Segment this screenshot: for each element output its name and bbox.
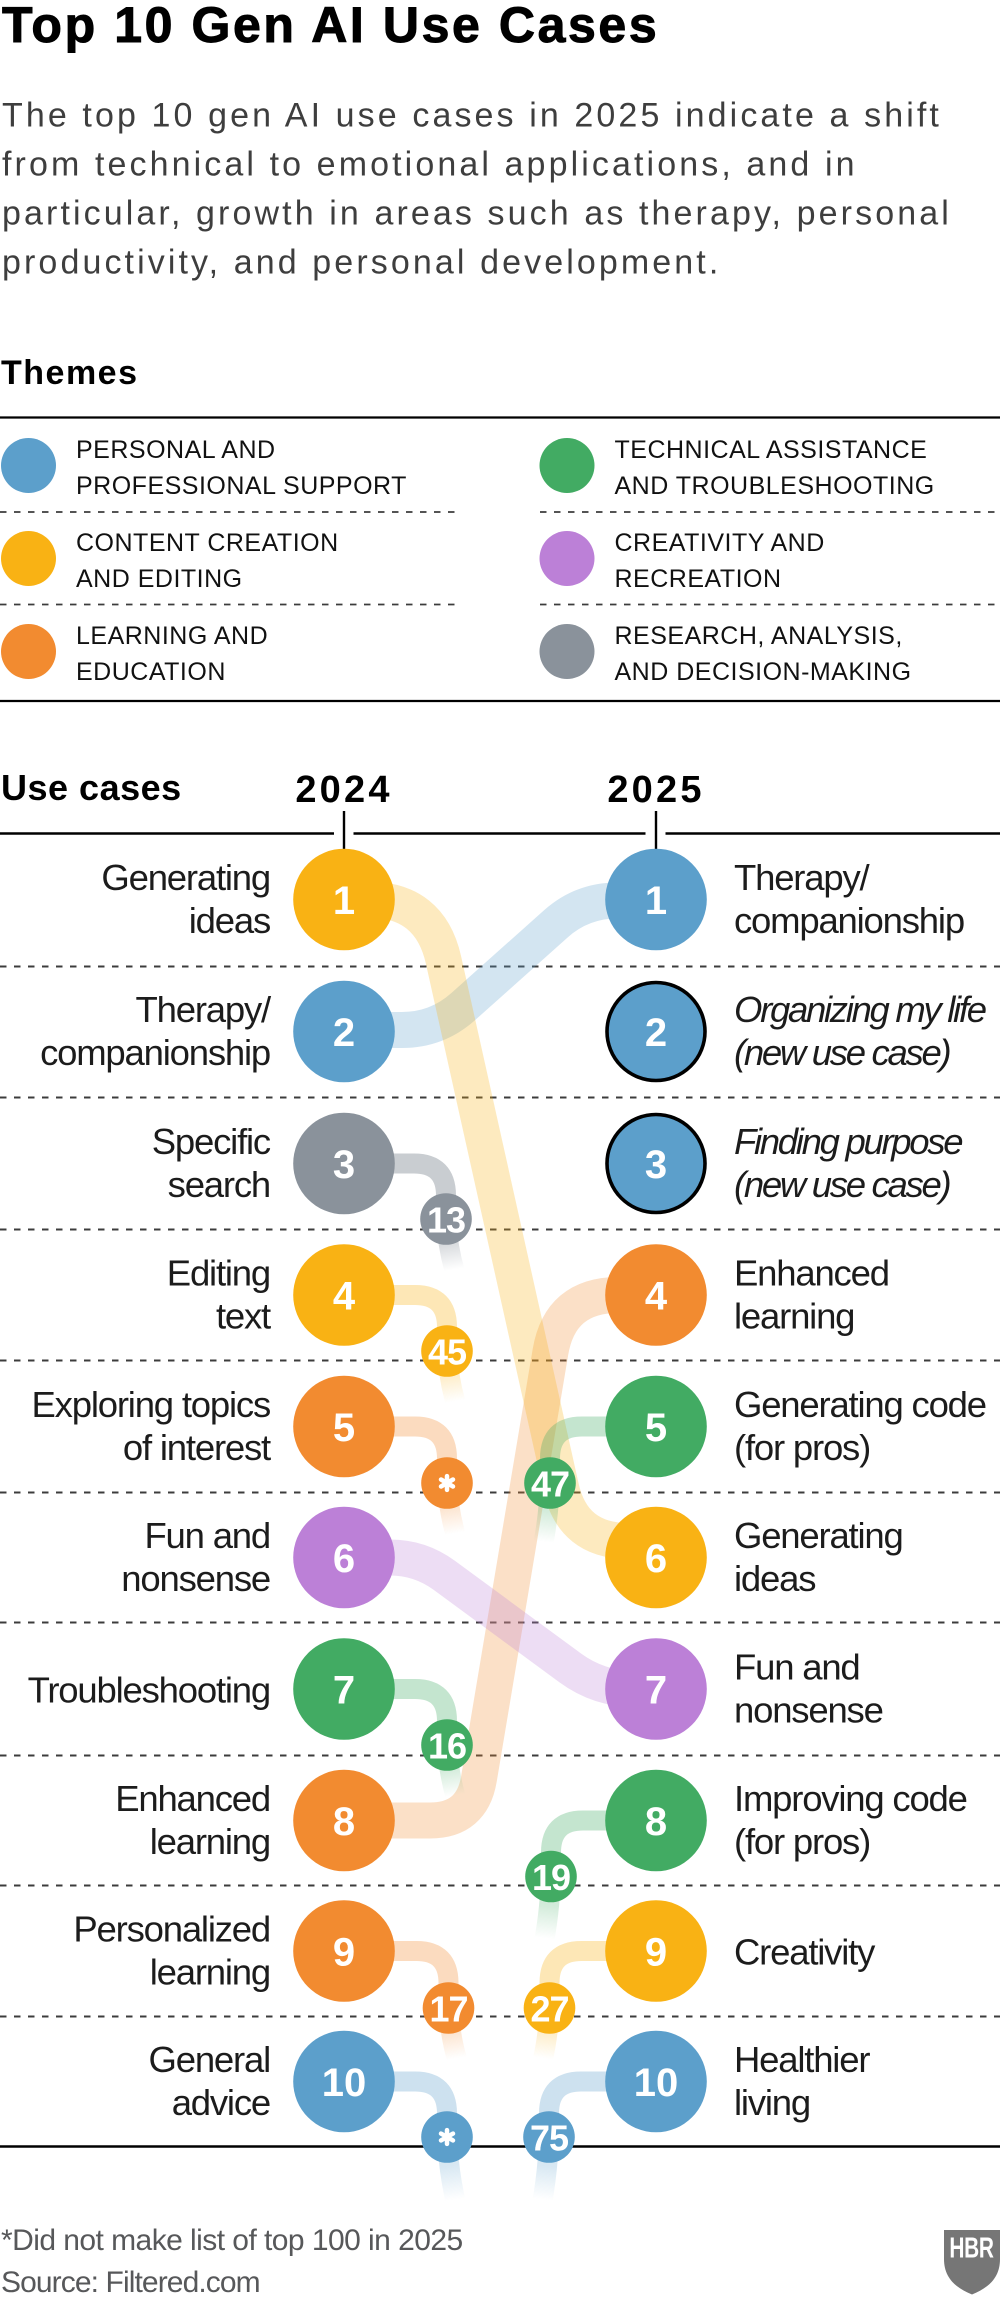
svg-text:(new use case): (new use case) [734, 1164, 949, 1205]
svg-text:ideas: ideas [734, 1558, 815, 1599]
svg-text:search: search [168, 1164, 270, 1205]
svg-text:from technical to emotional ap: from technical to emotional applications… [2, 146, 858, 184]
svg-text:companionship: companionship [734, 900, 964, 941]
svg-text:productivity, and personal dev: productivity, and personal development. [2, 244, 721, 282]
svg-text:Improving code: Improving code [734, 1778, 967, 1819]
svg-text:Generating: Generating [734, 1515, 903, 1556]
svg-text:Troubleshooting: Troubleshooting [28, 1670, 270, 1711]
svg-text:Exploring topics: Exploring topics [32, 1384, 270, 1425]
svg-text:learning: learning [734, 1296, 854, 1337]
svg-text:RESEARCH, ANALYSIS,: RESEARCH, ANALYSIS, [615, 622, 903, 650]
svg-text:ideas: ideas [189, 900, 270, 941]
svg-text:27: 27 [530, 1988, 568, 2029]
svg-text:1: 1 [333, 879, 355, 923]
svg-text:PERSONAL AND: PERSONAL AND [76, 436, 276, 464]
svg-text:Editing: Editing [167, 1253, 270, 1294]
svg-text:2025: 2025 [607, 769, 704, 811]
svg-text:Themes: Themes [1, 354, 139, 392]
svg-text:5: 5 [333, 1406, 355, 1450]
svg-text:Therapy/: Therapy/ [136, 989, 272, 1030]
svg-text:Therapy/: Therapy/ [734, 857, 870, 898]
svg-text:19: 19 [532, 1857, 570, 1898]
svg-text:10: 10 [634, 2061, 679, 2105]
svg-text:(for pros): (for pros) [734, 1427, 870, 1468]
svg-text:75: 75 [530, 2117, 569, 2158]
svg-text:learning: learning [150, 1952, 270, 1993]
svg-text:1: 1 [645, 879, 667, 923]
svg-text:Healthier: Healthier [734, 2039, 870, 2080]
svg-text:LEARNING AND: LEARNING AND [76, 622, 268, 650]
svg-text:nonsense: nonsense [734, 1690, 883, 1731]
svg-text:learning: learning [150, 1821, 270, 1862]
svg-text:2024: 2024 [295, 769, 392, 811]
svg-text:Enhanced: Enhanced [115, 1778, 270, 1819]
svg-text:PROFESSIONAL SUPPORT: PROFESSIONAL SUPPORT [76, 472, 407, 500]
svg-text:(for pros): (for pros) [734, 1821, 870, 1862]
svg-text:(new use case): (new use case) [734, 1032, 949, 1073]
svg-text:4: 4 [645, 1275, 668, 1319]
svg-text:RECREATION: RECREATION [615, 565, 782, 593]
svg-text:6: 6 [645, 1537, 667, 1581]
svg-text:7: 7 [333, 1669, 355, 1713]
svg-text:The top 10 gen AI use cases in: The top 10 gen AI use cases in 2025 indi… [2, 97, 942, 135]
svg-text:Enhanced: Enhanced [734, 1253, 889, 1294]
svg-text:particular, growth in areas su: particular, growth in areas such as ther… [2, 195, 952, 233]
svg-text:5: 5 [645, 1406, 667, 1450]
svg-text:companionship: companionship [40, 1032, 270, 1073]
svg-text:45: 45 [428, 1331, 467, 1372]
svg-text:Fun and: Fun and [734, 1647, 860, 1688]
svg-text:CREATIVITY AND: CREATIVITY AND [615, 529, 825, 557]
svg-text:CONTENT CREATION: CONTENT CREATION [76, 529, 339, 557]
svg-text:Fun and: Fun and [144, 1515, 270, 1556]
svg-text:7: 7 [645, 1669, 667, 1713]
svg-text:Organizing my life: Organizing my life [734, 989, 986, 1030]
svg-text:9: 9 [645, 1931, 667, 1975]
svg-text:8: 8 [645, 1800, 667, 1844]
svg-text:8: 8 [333, 1800, 355, 1844]
svg-text:AND EDITING: AND EDITING [76, 565, 243, 593]
svg-text:17: 17 [429, 1988, 467, 2029]
svg-text:of interest: of interest [123, 1427, 271, 1468]
svg-text:Generating: Generating [101, 857, 270, 898]
svg-text:Finding purpose: Finding purpose [734, 1121, 962, 1162]
svg-text:9: 9 [333, 1931, 355, 1975]
svg-text:HBR: HBR [949, 2232, 993, 2264]
svg-text:*Did not make list of top 100: *Did not make list of top 100 in 2025 [1, 2224, 463, 2257]
svg-text:Use cases: Use cases [1, 767, 182, 808]
svg-text:6: 6 [333, 1537, 355, 1581]
svg-text:2: 2 [645, 1011, 667, 1055]
svg-text:AND TROUBLESHOOTING: AND TROUBLESHOOTING [615, 472, 935, 500]
svg-text:2: 2 [333, 1011, 355, 1055]
svg-text:Generating code: Generating code [734, 1384, 986, 1425]
svg-text:10: 10 [322, 2061, 367, 2105]
svg-text:General: General [149, 2039, 270, 2080]
svg-text:13: 13 [427, 1199, 465, 1240]
svg-text:4: 4 [333, 1275, 356, 1319]
svg-text:3: 3 [333, 1143, 355, 1187]
svg-text:Specific: Specific [152, 1121, 271, 1162]
svg-text:47: 47 [531, 1463, 569, 1504]
svg-text:3: 3 [645, 1143, 667, 1187]
svg-text:Personalized: Personalized [73, 1909, 270, 1950]
svg-text:text: text [216, 1296, 271, 1337]
svg-text:nonsense: nonsense [121, 1558, 270, 1599]
svg-text:TECHNICAL ASSISTANCE: TECHNICAL ASSISTANCE [615, 436, 928, 464]
svg-text:living: living [734, 2082, 810, 2123]
svg-text:Source: Filtered.com: Source: Filtered.com [1, 2266, 260, 2299]
svg-text:Creativity: Creativity [734, 1932, 876, 1973]
svg-text:Top 10 Gen AI Use Cases: Top 10 Gen AI Use Cases [2, 0, 659, 53]
svg-text:advice: advice [172, 2082, 270, 2123]
svg-text:16: 16 [428, 1725, 466, 1766]
svg-text:EDUCATION: EDUCATION [76, 658, 226, 686]
svg-text:AND DECISION-MAKING: AND DECISION-MAKING [615, 658, 912, 686]
